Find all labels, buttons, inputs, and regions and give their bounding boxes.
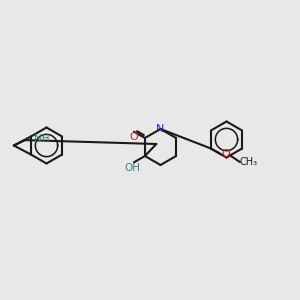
Text: CH₃: CH₃	[239, 157, 257, 167]
Text: OH: OH	[125, 163, 141, 173]
Text: NH: NH	[34, 134, 50, 144]
Text: N: N	[156, 124, 164, 134]
Text: O: O	[129, 132, 138, 142]
Text: O: O	[222, 149, 231, 159]
